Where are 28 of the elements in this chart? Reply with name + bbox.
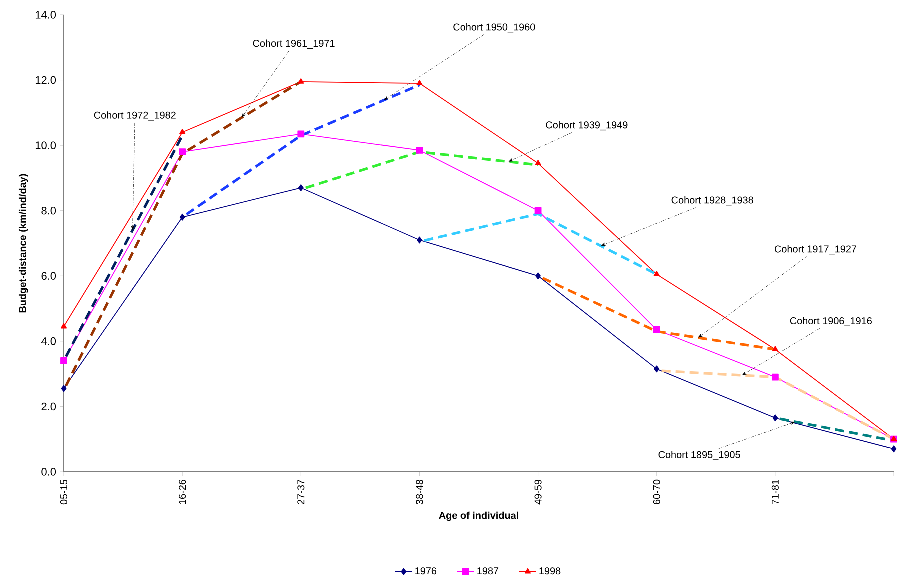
x-tick-label: 16-26	[179, 480, 186, 504]
text: Cohort 1917_1927	[774, 245, 856, 255]
x-axis-title: Age of individual	[439, 512, 518, 522]
text: Cohort 1928_1938	[672, 196, 754, 206]
y-tick-label: 10.0	[36, 142, 56, 150]
y-tick-label: 0.0	[42, 468, 56, 476]
x-tick-label: 60-70	[653, 480, 660, 504]
series-label: Cohort 1972_1982	[94, 112, 176, 121]
y-tick-label: 6.0	[42, 272, 56, 280]
x-tick-label: 27-37	[298, 480, 305, 504]
y-axis-title: Budget-distance (km/ind/day)	[18, 174, 28, 313]
text: Cohort 1961_1971	[253, 40, 335, 49]
text: Cohort 1906_1916	[790, 317, 872, 326]
x-tick-label: 38-48	[416, 480, 424, 505]
text: Cohort 1950_1960	[454, 23, 536, 33]
legend-label: 1976	[416, 568, 437, 575]
y-tick-label: 12.0	[36, 76, 56, 84]
y-tick-label: 4.0	[41, 338, 56, 346]
legend-label: 1998	[540, 568, 561, 575]
x-tick-label: 05-15	[60, 480, 68, 505]
x-tick-label: 71-81	[772, 480, 779, 504]
y-tick-label: 2.0	[42, 402, 56, 411]
y-tick-label: 14.0	[36, 11, 56, 19]
text: Cohort 1895_1905	[658, 451, 740, 460]
x-tick-label: 49-59	[534, 480, 542, 505]
text: Cohort 1939_1949	[546, 121, 628, 131]
y-tick-label: 8.0	[42, 206, 56, 215]
legend-label: 1987	[478, 568, 499, 575]
